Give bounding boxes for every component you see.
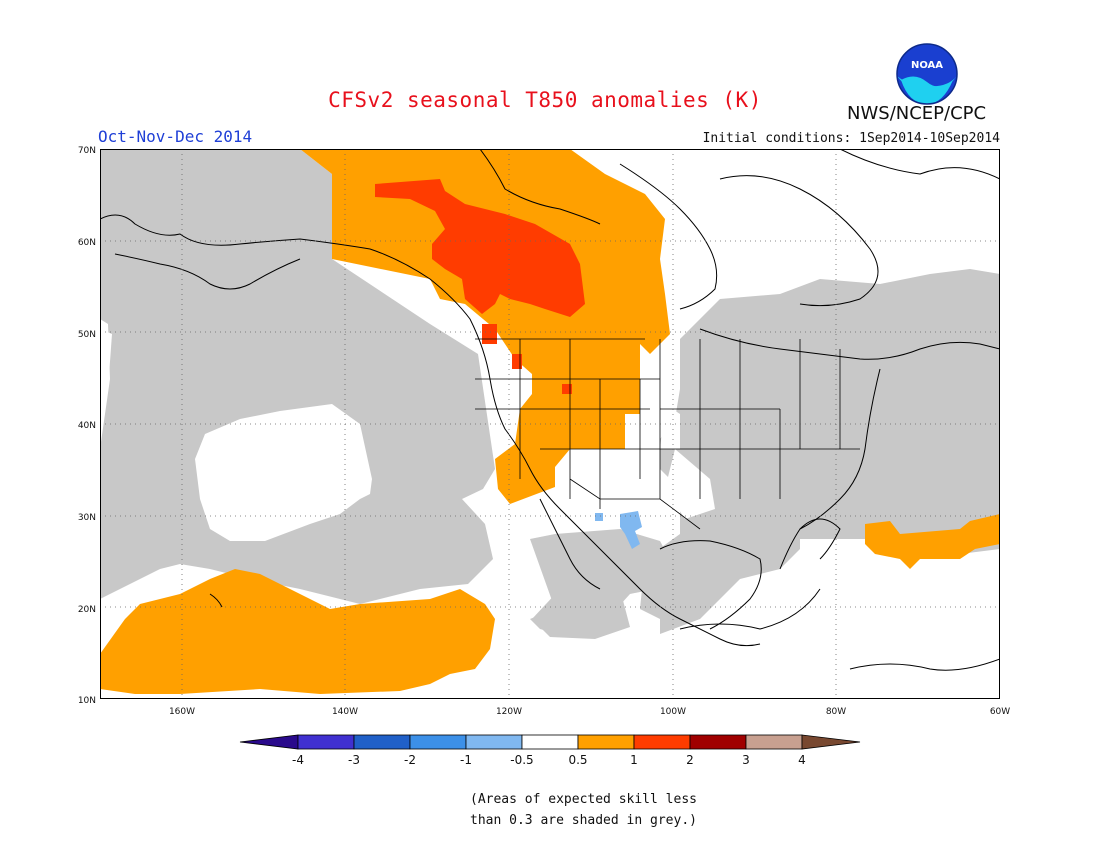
anomaly-0p5-1-areas	[100, 149, 1000, 694]
colorbar-cell-neutral	[521, 734, 579, 750]
lon-label-120w: 120W	[496, 707, 522, 717]
colorbar-label-1: 1	[630, 753, 638, 767]
noaa-logo: NOAA	[896, 43, 958, 105]
lat-label-20: 20N	[78, 605, 96, 615]
colorbar-cell-neg3-neg2	[353, 734, 411, 750]
orange-central-pacific	[100, 569, 495, 694]
colorbar-label-4: 4	[798, 753, 806, 767]
lat-label-60: 60N	[78, 238, 96, 248]
colorbar-label-3: 3	[742, 753, 750, 767]
logo-text: NOAA	[911, 60, 943, 71]
lon-label-60w: 60W	[990, 707, 1010, 717]
lat-label-70: 70N	[78, 146, 96, 156]
lon-label-160w: 160W	[169, 707, 195, 717]
initial-conditions: Initial conditions: 1Sep2014-10Sep2014	[702, 131, 1000, 146]
forecast-period: Oct-Nov-Dec 2014	[98, 127, 253, 146]
colorbar-cell-below-neg4	[239, 734, 299, 750]
agency-label: NWS/NCEP/CPC	[847, 103, 987, 124]
lon-label-100w: 100W	[660, 707, 686, 717]
lon-label-140w: 140W	[332, 707, 358, 717]
grey-east-pacific-patch	[532, 589, 630, 639]
lat-label-30: 30N	[78, 513, 96, 523]
grey-north-pacific	[100, 149, 495, 604]
map-title: CFSv2 seasonal T850 anomalies (K)	[328, 88, 762, 112]
orange-atlantic	[865, 514, 1000, 569]
low-skill-grey-areas	[100, 149, 1000, 639]
colorbar-label-neg0p5: -0.5	[510, 753, 533, 767]
lon-label-80w: 80W	[826, 707, 846, 717]
state-borders	[475, 338, 860, 530]
colorbar-label-neg3: -3	[348, 753, 360, 767]
colorbar-cell-neg4-neg3	[297, 734, 355, 750]
red-western-canada	[375, 179, 585, 317]
colorbar-cell-2-3	[689, 734, 747, 750]
grey-east-na	[640, 269, 1000, 634]
map-frame	[100, 149, 1000, 699]
colorbar-label-neg4: -4	[292, 753, 304, 767]
colorbar-cell-above-4	[801, 734, 861, 750]
colorbar: -4 -3 -2 -1 -0.5 0.5 1 2 3 4	[239, 734, 861, 767]
colorbar-label-neg1: -1	[460, 753, 472, 767]
colorbar-label-2: 2	[686, 753, 694, 767]
blue-northern-mexico	[620, 511, 642, 549]
longitude-labels: 160W 140W 120W 100W 80W 60W	[169, 707, 1010, 717]
colorbar-cell-neg1-neg0p5	[465, 734, 523, 750]
colorbar-cell-1-2	[633, 734, 691, 750]
colorbar-label-neg2: -2	[404, 753, 416, 767]
lat-label-10: 10N	[78, 696, 96, 706]
latitude-labels: 70N 60N 50N 40N 30N 20N 10N	[78, 146, 96, 706]
skill-note-line-2: than 0.3 are shaded in grey.)	[470, 813, 697, 828]
colorbar-cell-neg2-neg1	[409, 734, 467, 750]
colorbar-cell-3-4	[745, 734, 803, 750]
anomaly-map	[100, 149, 1000, 699]
orange-alaska-canada	[300, 149, 670, 504]
colorbar-cell-0p5-1	[577, 734, 635, 750]
anomaly-neg-0p5-1-areas	[595, 511, 642, 549]
skill-note-line-1: (Areas of expected skill less	[470, 792, 697, 807]
lat-label-40: 40N	[78, 421, 96, 431]
lat-label-50: 50N	[78, 330, 96, 340]
colorbar-label-0p5: 0.5	[568, 753, 587, 767]
graticule	[100, 149, 1000, 699]
